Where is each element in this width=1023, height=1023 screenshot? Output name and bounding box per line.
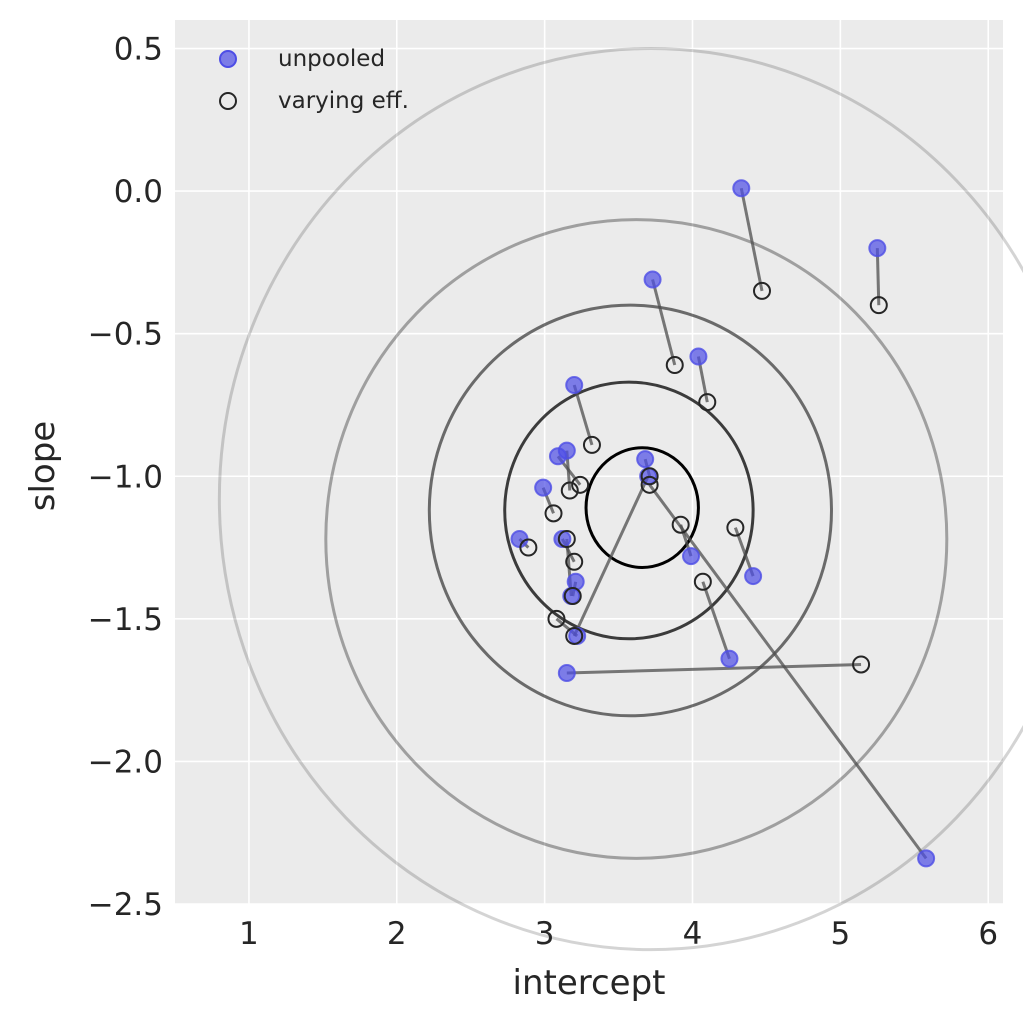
varying-point-2 (665, 356, 684, 375)
varying-point-17 (640, 475, 659, 494)
unpooled-point-2 (643, 270, 662, 289)
varying-point-13 (726, 518, 745, 537)
unpooled-point-9 (510, 529, 529, 548)
unpooled-point-3 (689, 347, 708, 366)
y-tick-label-5: −2.0 (88, 744, 163, 780)
unpooled-point-16 (557, 664, 576, 683)
unpooled-point-6 (548, 447, 567, 466)
varying-point-0 (752, 281, 771, 300)
y-tick-label-3: −1.0 (88, 459, 163, 495)
varying-point-3 (698, 393, 717, 412)
varying-point-6 (571, 475, 590, 494)
x-tick-label-5: 6 (978, 916, 998, 952)
varying-point-16 (852, 655, 871, 674)
unpooled-point-11 (682, 547, 701, 566)
varying-point-7 (544, 504, 563, 523)
unpooled-point-13 (744, 567, 763, 586)
contour-ellipse-0 (584, 446, 700, 570)
unpooled-point-4 (565, 376, 584, 395)
unpooled-point-1 (868, 239, 887, 258)
varying-point-9 (519, 538, 538, 557)
shrinkage-segment-4 (572, 384, 594, 446)
unpooled-point-0 (732, 179, 751, 198)
shrinkage-segment-18 (572, 475, 650, 637)
y-tick-label-2: −0.5 (88, 317, 163, 353)
varying-point-11 (671, 515, 690, 534)
varying-point-18 (565, 626, 584, 645)
unpooled-point-10 (553, 529, 572, 548)
varying-point-8 (640, 467, 659, 486)
shrinkage-segment-2 (651, 279, 677, 366)
legend-unpooled-marker (219, 50, 237, 68)
contour-ellipse-1 (503, 380, 755, 641)
unpooled-point-15 (720, 649, 739, 668)
x-tick-label-4: 5 (830, 916, 850, 952)
unpooled-point-17 (917, 849, 936, 868)
x-tick-label-0: 1 (239, 916, 259, 952)
varying-point-10 (565, 552, 584, 571)
varying-points (519, 281, 888, 674)
shrinkage-segment-15 (701, 581, 731, 660)
y-tick-label-0: 0.5 (114, 32, 163, 68)
contour-ellipse-3 (324, 218, 949, 860)
unpooled-point-7 (534, 478, 553, 497)
contour-ellipse-2 (427, 303, 833, 718)
shrinkage-segment-16 (566, 662, 862, 675)
contour-ellipses (217, 47, 1023, 951)
shrinkage-segment-1 (875, 248, 881, 306)
grid (175, 20, 1003, 905)
x-tick-label-3: 4 (683, 916, 703, 952)
y-tick-label-4: −1.5 (88, 602, 163, 638)
unpooled-point-8 (636, 450, 655, 469)
varying-point-12 (563, 587, 582, 606)
varying-point-19 (557, 529, 576, 548)
varying-point-5 (560, 481, 579, 500)
unpooled-points (510, 179, 936, 868)
legend: unpooled varying eff. (219, 46, 409, 114)
legend-unpooled-label: unpooled (278, 46, 385, 72)
varying-point-1 (869, 296, 888, 315)
legend-varying-marker (219, 92, 237, 110)
y-tick-label-1: 0.0 (114, 174, 163, 210)
varying-point-14 (547, 609, 566, 628)
y-tick-label-6: −2.5 (88, 887, 163, 923)
x-tick-label-2: 3 (535, 916, 555, 952)
varying-point-4 (582, 435, 601, 454)
shrinkage-segment-17 (648, 483, 928, 860)
varying-point-15 (693, 572, 712, 591)
x-tick-label-1: 2 (387, 916, 407, 952)
y-axis-label: slope (23, 421, 63, 511)
shrinkage-segment-0 (739, 187, 764, 292)
contour-ellipse-4 (217, 47, 1023, 951)
x-axis-label: intercept (513, 963, 666, 1003)
tick-labels: 1 2 3 4 5 6 0.5 0.0 −0.5 −1.0 −1.5 −2.0 −2.5 (88, 32, 998, 952)
legend-varying-label: varying eff. (278, 88, 409, 114)
plot-background (175, 20, 1003, 904)
